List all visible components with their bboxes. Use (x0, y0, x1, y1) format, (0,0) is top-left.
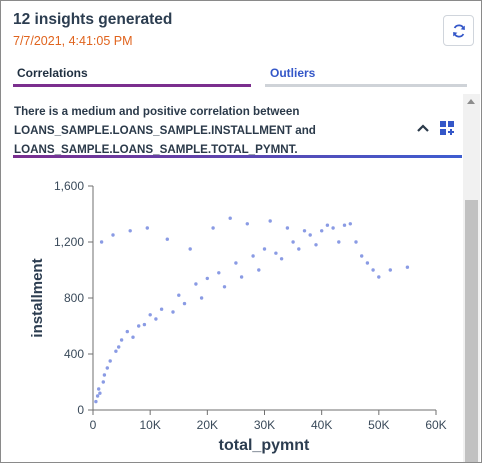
scatter-point (95, 394, 100, 398)
scatter-point (245, 222, 249, 226)
scatter-point (105, 366, 110, 370)
x-tick-label: 60K (425, 418, 446, 432)
scatter-point (142, 322, 147, 327)
scatter-point (148, 313, 152, 317)
scatter-point (128, 229, 132, 233)
scatter-point (262, 247, 267, 251)
scatter-point (279, 257, 284, 261)
tab-outliers[interactable]: Outliers (265, 61, 467, 87)
chevron-up-icon (417, 124, 429, 132)
scatter-point (320, 229, 324, 233)
scatter-point (188, 247, 192, 251)
scatter-point (119, 338, 124, 342)
description-divider (13, 155, 462, 158)
scroll-up-arrow-icon[interactable] (467, 99, 475, 104)
scatter-point (348, 222, 352, 226)
scatter-point (165, 237, 169, 241)
scatter-point (337, 240, 341, 244)
y-tick-label: 1,600 (54, 179, 84, 193)
scatter-point (94, 399, 98, 404)
scatter-point (291, 240, 295, 244)
scatter-point (182, 301, 187, 306)
x-tick-label: 30K (254, 418, 275, 432)
scatter-point (99, 240, 104, 244)
scatter-point (302, 229, 307, 233)
scatter-point (205, 276, 209, 281)
scatter-point (114, 349, 118, 353)
scatter-point (257, 268, 261, 272)
insight-description-line: LOANS_SAMPLE.LOANS_SAMPLE.INSTALLMENT an… (14, 124, 316, 137)
scatter-point (131, 335, 135, 339)
scatter-point (108, 359, 112, 363)
y-tick-label: 800 (64, 291, 84, 305)
scatter-point (297, 247, 301, 251)
panel-header: 12 insights generated 7/7/2021, 4:41:05 … (13, 11, 172, 48)
x-tick-label: 40K (311, 418, 332, 432)
scatter-point (274, 251, 278, 255)
scatter-point (159, 307, 164, 311)
scatter-point (154, 317, 158, 321)
x-tick-label: 50K (368, 418, 389, 432)
scatter-point (251, 254, 255, 258)
scatter-point (365, 261, 370, 265)
scatter-point (211, 226, 215, 230)
scatter-point (268, 219, 272, 223)
refresh-button[interactable] (443, 15, 474, 46)
tab-bar: Correlations Outliers (13, 61, 467, 87)
collapse-button[interactable] (415, 120, 431, 136)
refresh-icon (452, 23, 465, 38)
scatter-point (377, 275, 381, 279)
scatter-point (199, 296, 204, 300)
scatter-point (342, 223, 347, 227)
x-axis-title: total_pymnt (219, 437, 310, 454)
scatter-point (354, 240, 358, 244)
y-axis-title: installment (29, 258, 46, 337)
scatter-point (125, 329, 129, 334)
scatter-point (102, 373, 107, 377)
scatter-point (331, 226, 335, 230)
scatter-point (101, 380, 106, 384)
scatter-point (371, 268, 375, 272)
x-tick-label: 20K (197, 418, 218, 432)
scatter-point (111, 233, 115, 237)
y-tick-label: 1,200 (54, 235, 84, 249)
scatter-point (97, 387, 101, 391)
panel-title: 12 insights generated (13, 11, 173, 28)
grid-plus-icon (440, 121, 454, 135)
y-tick-label: 400 (64, 347, 84, 361)
x-tick-label: 10K (139, 418, 160, 432)
scatter-point (217, 271, 221, 275)
scatter-point (325, 223, 330, 227)
scatter-point (360, 254, 364, 258)
scatter-point (308, 233, 312, 237)
scatter-point (234, 261, 238, 265)
insight-description: There is a medium and positive correlati… (14, 102, 414, 159)
add-to-dashboard-button[interactable] (440, 121, 454, 135)
scatter-point (222, 285, 227, 289)
tab-correlations[interactable]: Correlations (13, 61, 251, 87)
x-tick-label: 0 (90, 418, 97, 432)
scatter-point (285, 226, 290, 230)
scatter-point (239, 275, 244, 279)
scatter-point (314, 243, 318, 247)
scatter-point (145, 226, 149, 230)
scatter-chart: installment total_pymnt 0 400 800 1,200 1,60… (29, 179, 447, 454)
generated-timestamp: 7/7/2021, 4:41:05 PM (13, 34, 133, 48)
scatter-point (137, 324, 141, 328)
insight-description-line: There is a medium and positive correlati… (14, 105, 300, 118)
insight-description-line: LOANS_SAMPLE.LOANS_SAMPLE.TOTAL_PYMNT. (14, 143, 298, 156)
scatter-point (171, 310, 175, 314)
scatter-point (98, 391, 102, 395)
scatter-point (177, 293, 181, 297)
scatter-point (405, 265, 410, 269)
scrollbar-thumb[interactable] (465, 200, 478, 462)
insight-content: There is a medium and positive correlati… (1, 94, 462, 462)
scatter-point (117, 345, 121, 349)
scatter-point (194, 282, 198, 286)
vertical-scrollbar[interactable] (463, 94, 480, 462)
scatter-point (228, 216, 232, 220)
scatter-point (388, 268, 392, 272)
y-tick-label: 0 (77, 403, 84, 417)
